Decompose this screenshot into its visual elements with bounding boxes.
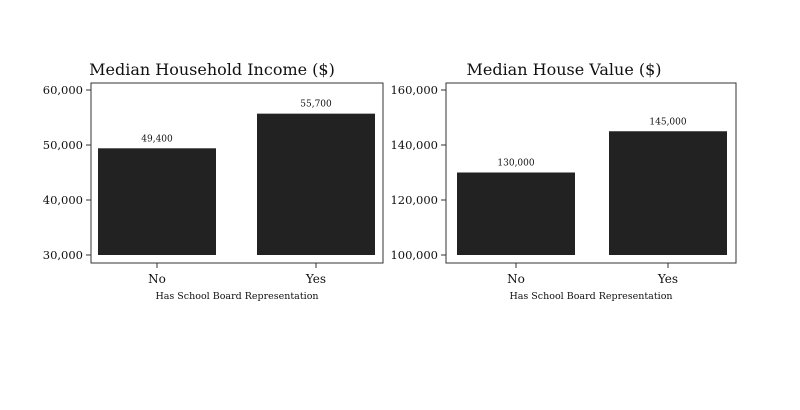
- x-tick-label: Yes: [305, 272, 326, 286]
- bar: [98, 148, 216, 255]
- y-tick-label: 40,000: [43, 193, 83, 207]
- y-tick-label: 140,000: [390, 138, 438, 152]
- x-tick-label: Yes: [657, 272, 678, 286]
- bar-value-label: 55,700: [300, 100, 332, 110]
- bar-value-label: 130,000: [497, 159, 534, 169]
- chart-title: Median House Value ($): [466, 60, 661, 79]
- bar: [457, 172, 575, 255]
- x-tick-label: No: [148, 272, 166, 286]
- y-tick-label: 100,000: [390, 248, 438, 262]
- bar-value-label: 49,400: [141, 134, 173, 144]
- x-tick-label: No: [507, 272, 525, 286]
- bar: [609, 131, 727, 255]
- y-tick-label: 60,000: [43, 83, 83, 97]
- y-tick-label: 50,000: [43, 138, 83, 152]
- y-tick-label: 30,000: [43, 248, 83, 262]
- x-axis-label: Has School Board Representation: [509, 291, 672, 302]
- bar: [257, 113, 375, 256]
- bars: 49,400 55,700: [98, 100, 375, 256]
- x-axis: No Yes: [507, 263, 678, 286]
- y-axis: 100,000 120,000 140,000 160,000: [390, 83, 446, 262]
- bar-value-label: 145,000: [649, 117, 686, 127]
- chart-median-household-income: Median Household Income ($) 30,000 40,000…: [43, 60, 384, 302]
- x-axis-label: Has School Board Representation: [155, 291, 318, 302]
- x-axis: No Yes: [148, 263, 326, 286]
- y-tick-label: 120,000: [390, 193, 438, 207]
- y-tick-label: 160,000: [390, 83, 438, 97]
- bars: 130,000 145,000: [457, 117, 727, 255]
- y-axis: 30,000 40,000 50,000 60,000: [43, 83, 91, 262]
- chart-median-house-value: Median House Value ($) 100,000 120,000 140…: [390, 60, 737, 302]
- chart-title: Median Household Income ($): [89, 60, 335, 79]
